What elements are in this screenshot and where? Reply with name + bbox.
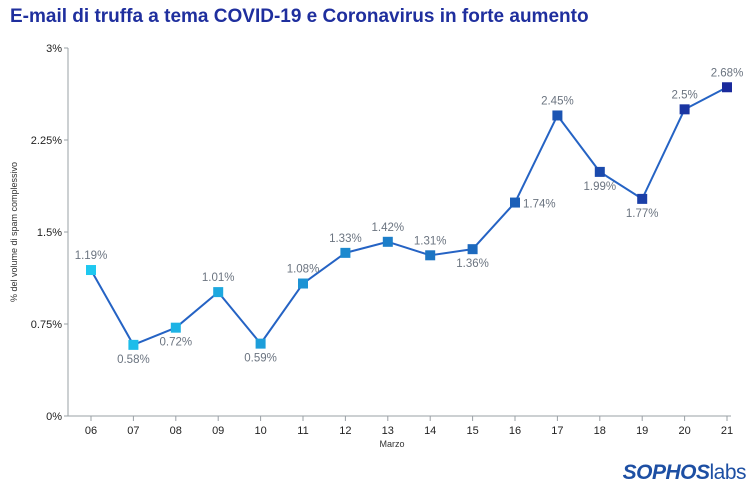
data-point bbox=[467, 244, 478, 255]
data-point bbox=[170, 322, 181, 333]
chart-title: E-mail di truffa a tema COVID-19 e Coron… bbox=[10, 6, 589, 27]
data-point bbox=[552, 110, 563, 121]
data-label: 0.59% bbox=[244, 353, 277, 365]
x-tick-label: 13 bbox=[382, 425, 394, 437]
y-tick-label: 0.75% bbox=[31, 319, 62, 331]
brand-part1: SOPHOS bbox=[622, 461, 710, 484]
data-label: 1.33% bbox=[329, 233, 362, 245]
data-label: 2.68% bbox=[711, 67, 744, 79]
x-tick-label: 06 bbox=[85, 425, 97, 437]
x-tick-label: 16 bbox=[509, 425, 521, 437]
x-tick-label: 09 bbox=[212, 425, 224, 437]
data-point bbox=[213, 287, 224, 298]
x-tick-label: 19 bbox=[636, 425, 648, 437]
y-tick-label: 3% bbox=[46, 43, 62, 55]
data-point bbox=[510, 197, 520, 208]
data-point bbox=[722, 82, 732, 93]
data-label: 1.36% bbox=[456, 258, 489, 270]
x-tick-label: 11 bbox=[297, 425, 308, 437]
data-labels: 1.19% 0.58% 0.72% 1.01% 0.59% 1.08% 1.33% 1.42%… bbox=[75, 67, 744, 366]
data-point bbox=[637, 193, 648, 204]
brand-part2: labs bbox=[709, 461, 746, 484]
data-point bbox=[679, 104, 690, 115]
data-label: 1.77% bbox=[626, 208, 659, 220]
x-tick-label: 21 bbox=[721, 425, 733, 437]
data-point bbox=[298, 278, 308, 289]
data-label: 1.01% bbox=[202, 272, 235, 284]
data-label: 1.74% bbox=[523, 199, 556, 211]
x-tick-label: 17 bbox=[551, 425, 563, 437]
data-label: 1.42% bbox=[371, 222, 404, 234]
x-tick-label: 18 bbox=[594, 425, 606, 437]
x-tick-label: 08 bbox=[170, 425, 182, 437]
data-point bbox=[382, 236, 393, 247]
series bbox=[86, 82, 732, 350]
data-point bbox=[255, 338, 266, 349]
data-label: 2.45% bbox=[541, 95, 574, 107]
x-tick-label: 14 bbox=[424, 425, 436, 437]
x-tick-label: 10 bbox=[254, 425, 266, 437]
data-label: 1.08% bbox=[287, 264, 320, 276]
y-tick-label: 2.25% bbox=[31, 135, 62, 147]
data-label: 0.58% bbox=[117, 354, 150, 366]
data-label: 0.72% bbox=[159, 337, 192, 349]
series-line bbox=[90, 86, 728, 346]
x-tick-label: 15 bbox=[466, 425, 478, 437]
x-tick-label: 12 bbox=[339, 425, 351, 437]
data-point bbox=[594, 166, 605, 177]
y-tick-label: 0% bbox=[46, 411, 62, 423]
ticks: 0% 0.75% 1.5% 2.25% 3% 06 07 08 09 10 11 12 13 14 15 16… bbox=[31, 43, 733, 437]
data-point bbox=[425, 250, 436, 261]
y-tick-label: 1.5% bbox=[37, 227, 62, 239]
data-point bbox=[86, 265, 96, 276]
x-tick-label: 20 bbox=[678, 425, 690, 437]
data-label: 2.5% bbox=[671, 89, 697, 101]
data-label: 1.19% bbox=[75, 250, 108, 262]
data-label: 1.31% bbox=[414, 235, 447, 247]
data-point bbox=[128, 339, 139, 350]
y-axis-title: % del volume di spam complessivo bbox=[9, 162, 19, 302]
data-label: 1.99% bbox=[583, 181, 616, 193]
x-tick-label: 07 bbox=[127, 425, 139, 437]
sophoslabs-logo: SOPHOSlabs bbox=[622, 461, 747, 485]
data-point bbox=[340, 247, 351, 258]
x-axis-title: Marzo bbox=[379, 439, 404, 449]
